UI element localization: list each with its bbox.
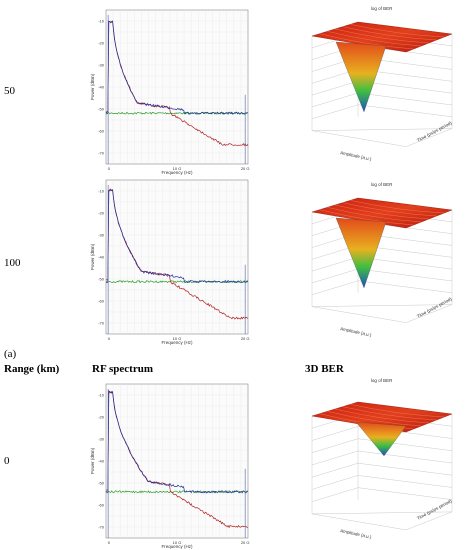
y-tick-label: -40	[98, 85, 105, 90]
ber-x-axis-label: Amplitude (a.u.)	[340, 150, 373, 162]
y-tick-label: -50	[98, 481, 105, 486]
y-tick-label: -50	[98, 277, 105, 282]
ber-x-axis-label: Amplitude (a.u.)	[340, 528, 373, 540]
x-tick-label: 10 G	[173, 540, 182, 545]
x-axis-label: Frequency (Hz)	[161, 340, 193, 345]
y-tick-label: -70	[98, 525, 105, 530]
x-tick-label: 0	[108, 540, 111, 545]
ber-surface-svg: log of BER Amplitude (a.u.) Time (ps/ps pe…	[311, 182, 453, 338]
y-tick-label: -20	[98, 211, 105, 216]
series-blue	[105, 390, 249, 494]
surface-ripple	[350, 404, 445, 418]
x-axis-label: Frequency (Hz)	[161, 544, 193, 549]
ber-dip	[355, 421, 407, 457]
ber-surface-plot-50: log of BER Amplitude (a.u.) Time (ps/ps pe…	[300, 0, 470, 172]
y-tick-label: -30	[98, 437, 105, 442]
y-tick-label: -10	[98, 19, 105, 24]
surface-ripple	[342, 26, 437, 41]
y-tick-label: -40	[98, 255, 105, 260]
ber-y-axis-label: Time (ps/ps period)	[416, 498, 453, 521]
ber-title: log of BER	[371, 182, 393, 187]
y-axis-label: Power (dBm)	[90, 447, 95, 474]
x-tick-label: 20 G	[241, 336, 250, 341]
surface-ripple	[334, 408, 430, 424]
y-axis-label: Power (dBm)	[90, 243, 95, 270]
x-tick-label: 0	[108, 166, 111, 171]
ber-y-axis-label: Time (ps/ps period)	[416, 120, 453, 143]
series-blue	[105, 189, 249, 284]
y-tick-label: -60	[98, 503, 105, 508]
ber-dip	[335, 217, 387, 289]
ber-x-axis-label: Amplitude (a.u.)	[340, 326, 373, 338]
y-axis-label: Power (dBm)	[90, 73, 95, 100]
ber-dip	[335, 41, 387, 113]
series-red	[105, 188, 249, 320]
ber-title: log of BER	[371, 6, 393, 11]
y-tick-label: -60	[98, 299, 105, 304]
header-rf-spectrum: RF spectrum	[92, 363, 153, 375]
x-tick-label: 0	[108, 336, 111, 341]
surface-ripple	[327, 411, 422, 427]
surface-ripple	[334, 204, 430, 220]
ber-surface-plot-0: log of BER Amplitude (a.u.) Time (ps/ps pe…	[300, 372, 470, 550]
ber-y-axis-label: Time (ps/ps period)	[416, 296, 453, 319]
y-tick-label: -10	[98, 393, 105, 398]
series-blue	[105, 20, 249, 115]
rf-spectrum-svg: -10 -20 -30 -40 -50 -60 -70 0 10 G 20 G Frequency …	[90, 383, 250, 549]
part-label: (a)	[4, 348, 17, 360]
surface-ripple	[342, 406, 437, 421]
header-range: Range (km)	[4, 363, 60, 375]
y-tick-label: -20	[98, 415, 105, 420]
rf-spectrum-svg: -10 -20 -30 -40 -50 -60 -70 0 10 G 20 G Frequency …	[90, 9, 250, 175]
y-tick-label: -40	[98, 459, 105, 464]
y-tick-label: -60	[98, 129, 105, 134]
x-tick-label: 10 G	[173, 166, 182, 171]
y-tick-label: -30	[98, 233, 105, 238]
series-green	[105, 279, 249, 284]
rf-spectrum-plot-50: -10 -20 -30 -40 -50 -60 -70 0 10 G 20 G Frequency …	[88, 6, 263, 176]
ber-surface-svg: log of BER Amplitude (a.u.) Time (ps/ps pe…	[311, 378, 453, 540]
y-tick-label: -30	[98, 63, 105, 68]
row-label-0: 0	[4, 455, 10, 467]
x-axis-label: Frequency (Hz)	[161, 170, 193, 175]
ber-surface-svg: log of BER Amplitude (a.u.) Time (ps/ps pe…	[311, 6, 453, 162]
row-label-50: 50	[4, 85, 15, 97]
rf-spectrum-svg: -10 -20 -30 -40 -50 -60 -70 0 10 G 20 G Frequency …	[90, 179, 250, 345]
y-tick-label: -70	[98, 151, 105, 156]
y-tick-label: -70	[98, 321, 105, 326]
row-label-100: 100	[4, 257, 21, 269]
header-3d-ber: 3D BER	[305, 363, 344, 375]
series-green	[105, 111, 249, 115]
ber-title: log of BER	[371, 378, 393, 383]
y-tick-label: -50	[98, 107, 105, 112]
x-tick-label: 10 G	[173, 336, 182, 341]
x-tick-label: 20 G	[241, 166, 250, 171]
surface-ripple	[334, 28, 430, 44]
series-red	[105, 20, 249, 147]
surface-ripple	[327, 207, 422, 223]
y-tick-label: -20	[98, 41, 105, 46]
ber-surface-plot-100: log of BER Amplitude (a.u.) Time (ps/ps pe…	[300, 176, 470, 348]
series-red	[105, 389, 249, 529]
surface-ripple	[327, 31, 422, 47]
surface-ripple	[342, 202, 437, 217]
x-tick-label: 20 G	[241, 540, 250, 545]
surface-ripple	[350, 200, 445, 214]
rf-spectrum-plot-100: -10 -20 -30 -40 -50 -60 -70 0 10 G 20 G Frequency …	[88, 176, 263, 346]
surface-ripple	[350, 24, 445, 38]
y-tick-label: -10	[98, 189, 105, 194]
surface-ripple	[319, 33, 414, 50]
surface-ripple	[319, 209, 414, 226]
rf-spectrum-plot-0: -10 -20 -30 -40 -50 -60 -70 0 10 G 20 G Frequency …	[88, 380, 263, 550]
